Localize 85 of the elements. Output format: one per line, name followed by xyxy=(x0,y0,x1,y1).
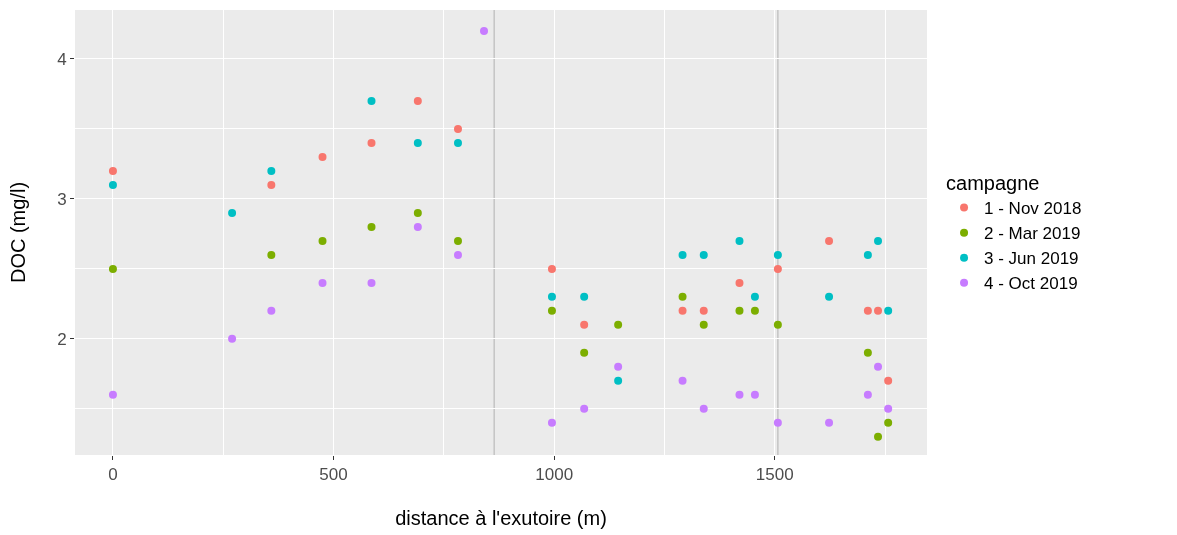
point xyxy=(735,278,744,287)
x-tick-label: 1500 xyxy=(755,465,794,485)
point xyxy=(863,250,872,259)
point xyxy=(108,390,117,399)
point xyxy=(267,180,276,189)
point xyxy=(267,306,276,315)
point xyxy=(413,222,422,231)
point xyxy=(825,292,834,301)
point xyxy=(267,166,276,175)
point xyxy=(699,250,708,259)
point xyxy=(614,320,623,329)
point xyxy=(699,320,708,329)
point xyxy=(453,124,462,133)
x-tick-label: 500 xyxy=(319,465,348,485)
point xyxy=(874,432,883,441)
point xyxy=(874,236,883,245)
point xyxy=(750,292,759,301)
point xyxy=(413,96,422,105)
legend-label: 4 - Oct 2019 xyxy=(984,274,1078,294)
point xyxy=(547,292,556,301)
point xyxy=(614,376,623,385)
y-axis-title: DOC (mg/l) xyxy=(7,181,29,284)
y-tick-label: 2 xyxy=(57,329,67,349)
y-tick-label: 3 xyxy=(57,189,67,209)
point xyxy=(678,250,687,259)
point xyxy=(580,320,589,329)
point xyxy=(318,236,327,245)
point xyxy=(884,404,893,413)
point xyxy=(678,306,687,315)
point xyxy=(367,222,376,231)
point xyxy=(773,250,782,259)
x-axis-title: distance à l'exutoire (m) xyxy=(395,507,607,529)
x-tick-label: 0 xyxy=(108,465,118,485)
point xyxy=(884,376,893,385)
point xyxy=(825,418,834,427)
point xyxy=(750,390,759,399)
point xyxy=(863,390,872,399)
point xyxy=(580,292,589,301)
legend-label: 1 - Nov 2018 xyxy=(984,199,1082,219)
point xyxy=(773,418,782,427)
point xyxy=(884,418,893,427)
point xyxy=(108,180,117,189)
point xyxy=(367,138,376,147)
point xyxy=(773,320,782,329)
point xyxy=(453,250,462,259)
point xyxy=(413,138,422,147)
point xyxy=(453,138,462,147)
point xyxy=(735,306,744,315)
point xyxy=(699,404,708,413)
point xyxy=(735,236,744,245)
legend-label: 2 - Mar 2019 xyxy=(984,224,1081,244)
point xyxy=(228,208,237,217)
point xyxy=(367,278,376,287)
point xyxy=(874,362,883,371)
x-tick-label: 1000 xyxy=(535,465,574,485)
point xyxy=(678,292,687,301)
point xyxy=(453,236,462,245)
point xyxy=(547,418,556,427)
point xyxy=(228,334,237,343)
point xyxy=(480,26,489,35)
point xyxy=(614,362,623,371)
y-tick-label: 4 xyxy=(57,49,67,69)
point xyxy=(580,404,589,413)
point xyxy=(884,306,893,315)
point xyxy=(678,376,687,385)
point xyxy=(318,152,327,161)
point xyxy=(863,348,872,357)
legend-label: 3 - Jun 2019 xyxy=(984,249,1079,269)
point xyxy=(547,264,556,273)
point xyxy=(863,306,872,315)
point xyxy=(318,278,327,287)
point xyxy=(413,208,422,217)
point xyxy=(547,306,556,315)
point xyxy=(108,166,117,175)
point xyxy=(735,390,744,399)
legend-title: campagne xyxy=(946,172,1040,194)
point xyxy=(699,306,708,315)
point xyxy=(108,264,117,273)
point xyxy=(874,306,883,315)
point xyxy=(580,348,589,357)
point xyxy=(825,236,834,245)
point xyxy=(773,264,782,273)
point xyxy=(367,96,376,105)
point xyxy=(750,306,759,315)
point xyxy=(267,250,276,259)
